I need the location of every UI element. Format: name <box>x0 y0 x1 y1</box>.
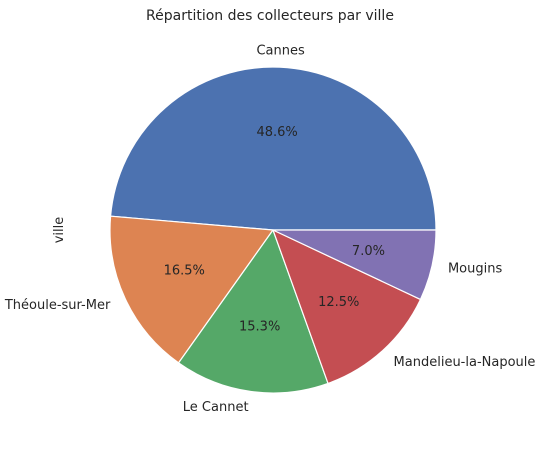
slice-percent-4: 7.0% <box>352 244 385 259</box>
slice-percent-3: 12.5% <box>318 295 359 310</box>
slice-label-0: Cannes <box>256 43 305 58</box>
pie-slice-1 <box>109 215 274 364</box>
chart-title: Répartition des collecteurs par ville <box>146 8 394 24</box>
slice-label-1: Théoule-sur-Mer <box>4 298 111 313</box>
slice-label-3: Mandelieu-la-Napoule <box>394 355 536 370</box>
slice-percent-1: 16.5% <box>164 264 205 279</box>
slice-percent-0: 48.6% <box>256 125 297 140</box>
y-axis-label: ville <box>52 217 67 244</box>
pie-slice-3 <box>272 229 422 385</box>
slice-label-2: Le Cannet <box>183 400 249 415</box>
slice-percent-2: 15.3% <box>239 319 280 334</box>
slice-label-4: Mougins <box>448 262 503 277</box>
pie-slice-0 <box>109 66 437 231</box>
pie-slice-2 <box>177 229 329 394</box>
pie-slices <box>109 66 437 394</box>
pie-slice-4 <box>272 229 437 301</box>
pie-labels: Cannes 48.6% Théoule-sur-Mer 16.5% Le Cannet… <box>4 43 536 415</box>
